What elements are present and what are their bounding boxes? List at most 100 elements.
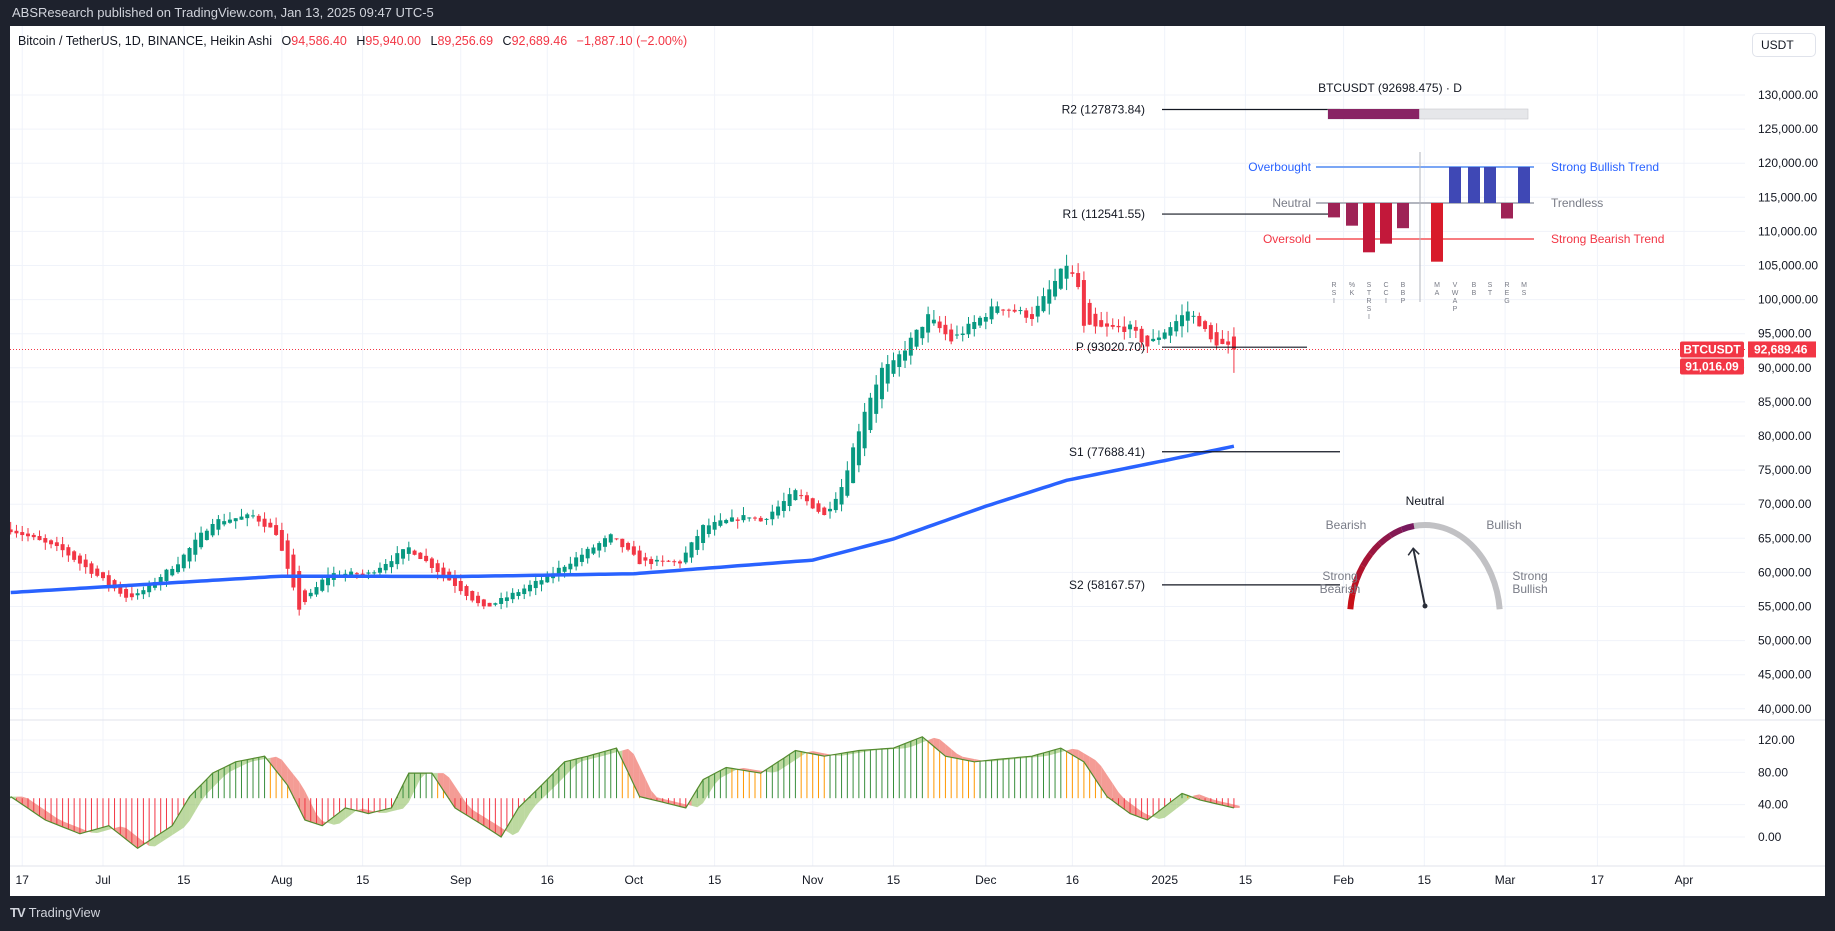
price-axis-label: 130,000.00 — [1758, 88, 1818, 102]
oscillator-ribbon — [933, 737, 940, 752]
candle-body — [1156, 337, 1161, 340]
candle-body — [695, 536, 700, 550]
oscillator-ribbon — [16, 796, 23, 805]
time-axis-label: 15 — [356, 873, 370, 887]
candle-body — [799, 495, 804, 497]
time-axis-label: 15 — [708, 873, 722, 887]
pivot-label: S2 (58167.57) — [1069, 578, 1145, 592]
oscillator-ribbon — [224, 764, 230, 777]
oscillator-ribbon — [114, 826, 121, 835]
indicator-bar-rsi — [1328, 203, 1340, 218]
oscillator — [10, 736, 1240, 850]
price-axis-label: 85,000.00 — [1758, 395, 1812, 409]
time-axis-label: Aug — [271, 873, 292, 887]
candle-body — [1191, 315, 1196, 317]
close-label: C — [502, 34, 512, 48]
candle-body — [1076, 273, 1081, 288]
candle-body — [487, 602, 492, 607]
candle-body — [562, 566, 567, 572]
candle-body — [1116, 325, 1121, 328]
oscillator-ribbon — [1233, 804, 1240, 808]
currency-button[interactable]: USDT — [1752, 33, 1816, 57]
overbought-label: Overbought — [1248, 160, 1311, 174]
time-axis-label: Nov — [802, 873, 823, 887]
candle-body — [181, 554, 186, 569]
candle-body — [164, 569, 169, 581]
candle-body — [851, 447, 856, 484]
candle-body — [147, 583, 152, 593]
candle-body — [804, 495, 809, 502]
candle-body — [429, 558, 434, 568]
tradingview-logo-icon[interactable]: TV — [10, 905, 26, 920]
candle-body — [1053, 280, 1058, 297]
indicator-panel-title: BTCUSDT (92698.475) · D — [1318, 81, 1462, 95]
candle-body — [574, 557, 579, 567]
candle-body — [1208, 325, 1213, 340]
candle-body — [135, 593, 140, 596]
candle-body — [1018, 310, 1023, 312]
candle-body — [931, 319, 936, 324]
time-axis-label: Dec — [975, 873, 996, 887]
oscillator-ribbon — [1089, 756, 1096, 780]
candle-body — [481, 599, 486, 607]
oscillator-ribbon — [726, 767, 732, 776]
candle-body — [920, 326, 925, 339]
symbol-price-tag-text: BTCUSDT — [1683, 342, 1741, 356]
candle-body — [1162, 332, 1167, 339]
candle-body — [66, 547, 71, 556]
candle-body — [770, 511, 775, 520]
gauge-label-bullish: Bullish — [1486, 518, 1521, 532]
candle-body — [279, 530, 284, 551]
gauge-arc-filled — [1400, 523, 1415, 533]
candle-body — [608, 534, 613, 543]
low-value: 89,256.69 — [437, 34, 494, 48]
candle-body — [89, 563, 94, 574]
candle-body — [735, 519, 740, 521]
gauge-arc-filled — [1353, 564, 1366, 581]
candle-body — [14, 530, 19, 534]
oscillator-ribbon — [304, 791, 311, 822]
oscillator-ribbon — [85, 830, 92, 833]
candle-body — [527, 584, 532, 592]
gauge-label-strong-bearish-2: Bearish — [1320, 582, 1361, 596]
indicator-bar-strsi — [1363, 203, 1375, 253]
oversold-label: Oversold — [1263, 232, 1311, 246]
candle-body — [874, 384, 879, 414]
candle-body — [678, 561, 682, 564]
oscillator-ribbon — [1158, 806, 1165, 819]
candle-body — [954, 334, 959, 336]
candle-body — [983, 316, 988, 322]
candle-body — [701, 525, 706, 543]
high-value: 95,940.00 — [365, 34, 421, 48]
candle-body — [124, 589, 129, 598]
candle-body — [187, 548, 192, 562]
oscillator-ribbon — [1072, 748, 1079, 759]
oscillator-line — [10, 736, 1235, 850]
candle-body — [262, 518, 267, 527]
candle-body — [476, 595, 481, 604]
tradingview-logo-text[interactable]: TradingView — [28, 905, 101, 920]
candle-body — [1087, 302, 1092, 325]
oscillator-ribbon — [270, 756, 277, 771]
candle-body — [672, 561, 677, 563]
symbol-description[interactable]: Bitcoin / TetherUS, 1D, BINANCE, Heikin … — [18, 34, 273, 48]
oscillator-ribbon — [287, 767, 294, 797]
oscillator-ribbon — [45, 810, 52, 823]
indicator-bar-vwap — [1449, 167, 1461, 203]
candle-body — [1179, 315, 1184, 327]
moving-average-line — [10, 444, 1235, 595]
candle-body — [1151, 338, 1156, 342]
oscillator-ribbon — [1130, 802, 1136, 816]
oscillator-ribbon — [443, 773, 450, 800]
candle-body — [274, 525, 279, 535]
open-label: O — [281, 34, 292, 48]
candle-body — [1024, 310, 1029, 318]
oscillator-ribbon — [420, 773, 427, 779]
candle-body — [314, 587, 319, 595]
candle-body — [372, 572, 377, 574]
